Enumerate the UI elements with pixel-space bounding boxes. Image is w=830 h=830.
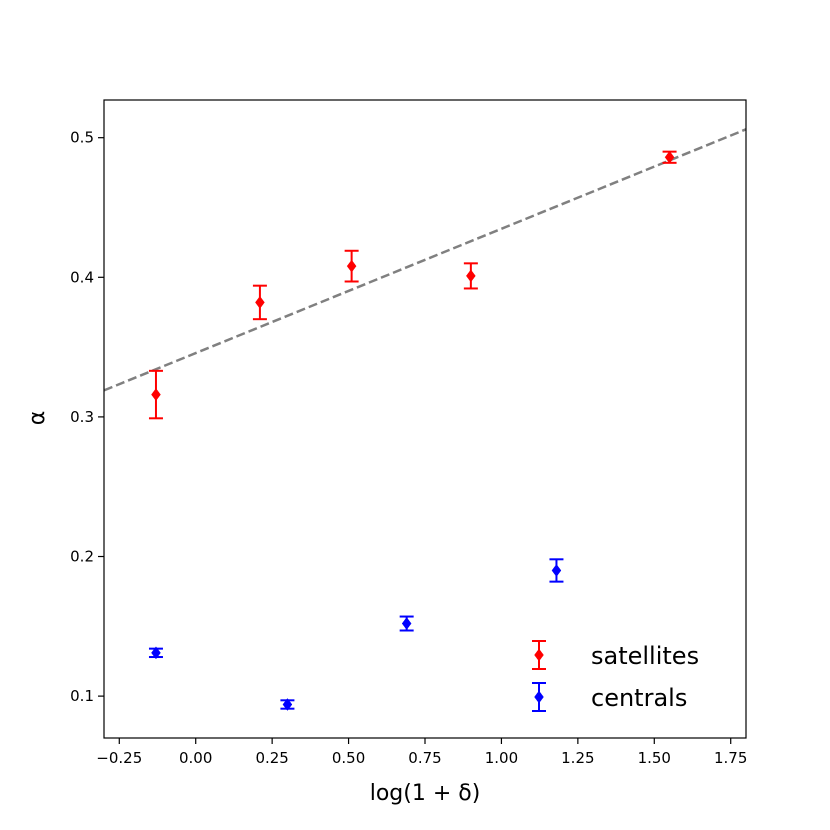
y-tick-label: 0.3 (70, 408, 94, 426)
legend-item-centrals: centrals (532, 682, 687, 712)
centrals-point (282, 698, 293, 711)
satellites-point (664, 150, 675, 164)
x-tick-label: 0.75 (408, 749, 441, 767)
x-tick-label: 0.00 (179, 749, 212, 767)
centrals-point (151, 646, 161, 660)
centrals-point (551, 564, 562, 577)
series-centrals (148, 558, 564, 711)
y-tick-label: 0.5 (70, 129, 94, 147)
satellites-point (346, 259, 357, 273)
legend-centrals-marker (534, 690, 544, 704)
x-axis: −0.25 0.00 0.25 0.50 0.75 1.00 1.25 1.50 1.75 (96, 738, 747, 767)
y-axis: 0.1 0.2 0.3 0.4 0.5 (70, 129, 104, 705)
centrals-point (401, 617, 412, 630)
y-axis-label: α (25, 411, 50, 426)
x-tick-label: 0.25 (255, 749, 288, 767)
satellites-point (151, 388, 161, 401)
legend-label: satellites (591, 642, 699, 670)
y-tick-label: 0.1 (70, 687, 94, 705)
x-tick-label: 1.00 (485, 749, 518, 767)
x-tick-label: 1.25 (561, 749, 594, 767)
x-tick-label: 1.75 (714, 749, 747, 767)
legend: satellites centrals (532, 640, 699, 712)
x-tick-label: −0.25 (96, 749, 142, 767)
x-tick-label: 1.50 (638, 749, 671, 767)
series-satellites (148, 150, 677, 420)
x-axis-label: log(1 + δ) (370, 781, 481, 806)
x-tick-label: 0.50 (332, 749, 365, 767)
legend-satellites-marker (534, 648, 544, 662)
y-tick-label: 0.2 (70, 548, 94, 566)
y-tick-label: 0.4 (70, 268, 94, 286)
satellites-point (255, 296, 265, 309)
satellites-point (466, 269, 476, 283)
plot-area (103, 128, 747, 711)
legend-label: centrals (591, 684, 687, 712)
legend-item-satellites: satellites (532, 640, 699, 670)
trend-line (103, 128, 747, 392)
